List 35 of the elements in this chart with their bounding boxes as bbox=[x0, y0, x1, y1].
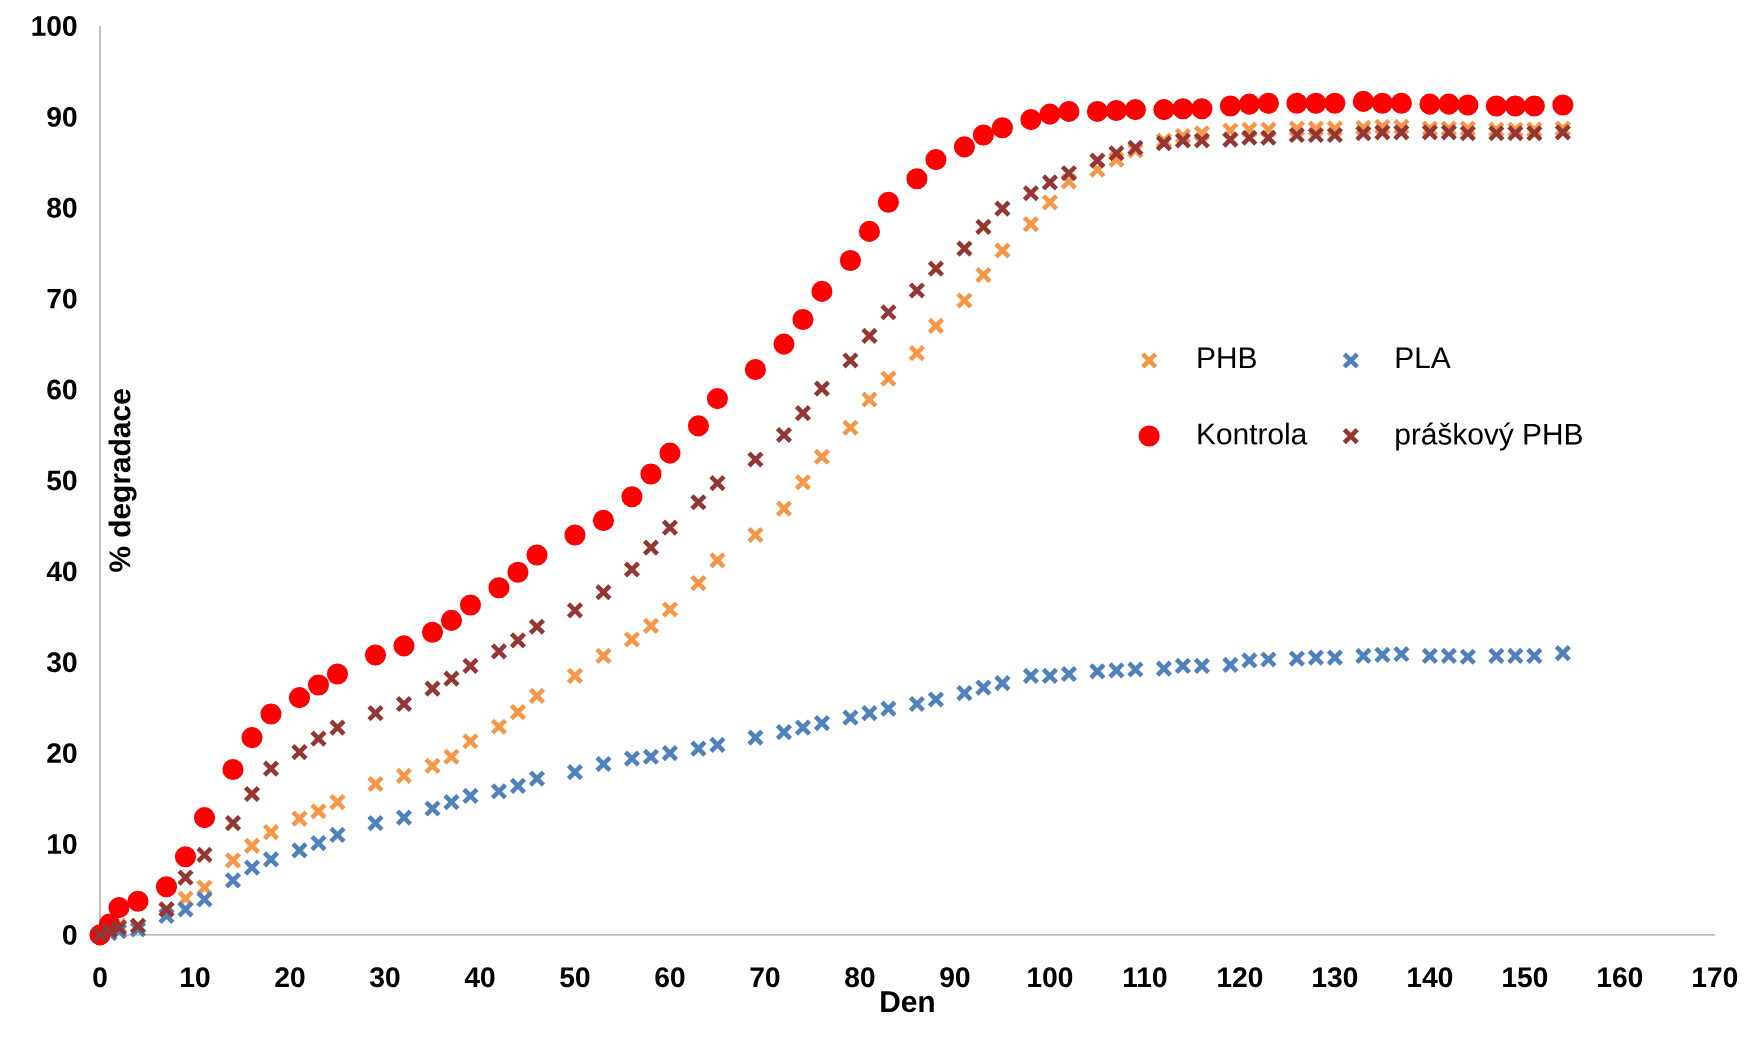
x-axis-title: Den bbox=[881, 991, 934, 1013]
x-tick-label: 40 bbox=[464, 967, 495, 988]
x-tick-label: 130 bbox=[1313, 967, 1358, 988]
legend-label: PHB bbox=[1198, 347, 1256, 369]
y-tick-label: 80 bbox=[47, 197, 77, 218]
x-tick-label: 30 bbox=[370, 967, 400, 988]
legend-label: PLA bbox=[1396, 347, 1451, 369]
y-tick-label: 10 bbox=[48, 834, 77, 855]
y-tick-label: 60 bbox=[47, 379, 77, 400]
y-tick-label: 0 bbox=[63, 925, 77, 945]
legend-label: Kontrola bbox=[1198, 422, 1308, 445]
x-tick-label: 10 bbox=[181, 967, 210, 988]
x-tick-label: 100 bbox=[1028, 967, 1073, 988]
y-tick-label: 100 bbox=[32, 16, 77, 36]
y-tick-label: 50 bbox=[47, 470, 77, 491]
x-tick-label: 140 bbox=[1408, 967, 1453, 988]
x-tick-label: 50 bbox=[560, 967, 590, 988]
x-tick-label: 170 bbox=[1693, 967, 1738, 988]
y-tick-label: 70 bbox=[47, 288, 77, 309]
x-tick-label: 90 bbox=[940, 967, 970, 988]
legend-label: práškový PHB bbox=[1396, 422, 1582, 451]
x-tick-label: 120 bbox=[1218, 967, 1263, 988]
y-axis-title: % degradace bbox=[108, 389, 137, 572]
x-tick-label: 70 bbox=[750, 967, 780, 988]
x-tick-label: 150 bbox=[1503, 967, 1548, 988]
y-tick-label: 30 bbox=[46, 652, 77, 673]
x-tick-label: 0 bbox=[93, 967, 107, 988]
x-tick-label: 20 bbox=[275, 967, 305, 988]
y-tick-label: 90 bbox=[47, 106, 77, 127]
x-tick-label: 80 bbox=[845, 967, 875, 988]
x-tick-label: 160 bbox=[1598, 967, 1643, 988]
x-tick-label: 60 bbox=[655, 967, 685, 988]
x-tick-label: 110 bbox=[1123, 967, 1167, 988]
y-tick-label: 40 bbox=[46, 561, 77, 582]
y-tick-label: 20 bbox=[47, 743, 77, 764]
